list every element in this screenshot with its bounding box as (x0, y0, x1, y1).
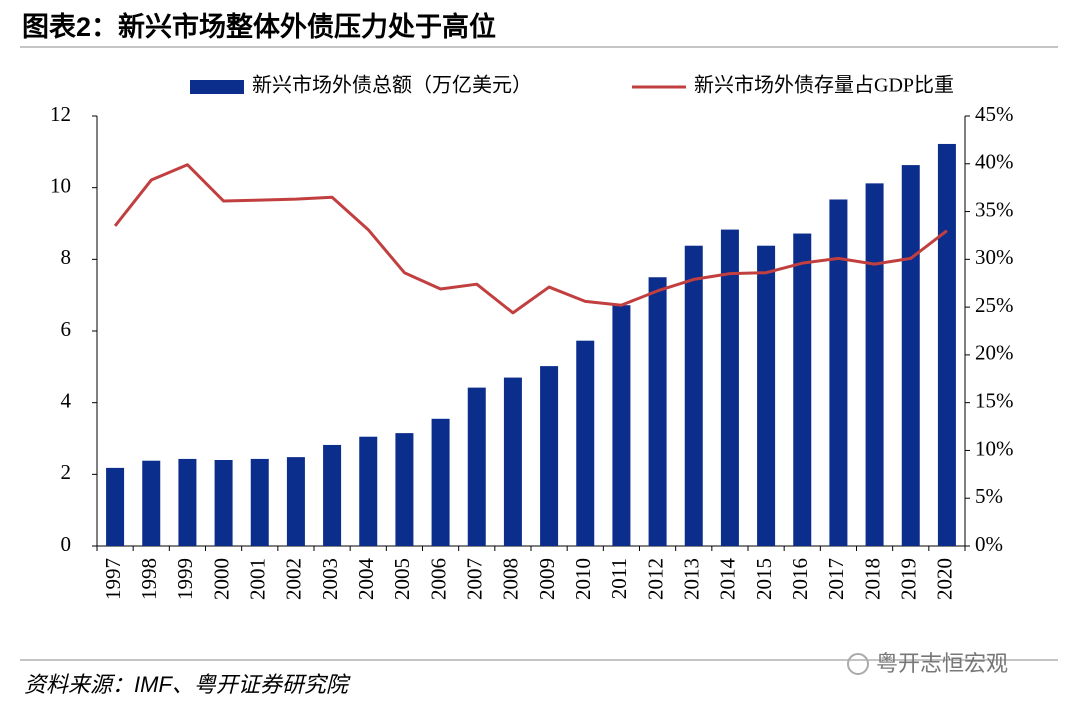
x-tick-label: 2019 (897, 558, 921, 600)
bar (214, 460, 233, 546)
y2-tick-label: 0% (975, 532, 1003, 556)
bar (612, 305, 631, 546)
x-tick-label: 2012 (643, 558, 667, 600)
bar (829, 199, 848, 546)
y-tick-label: 10 (50, 173, 71, 197)
bar (757, 245, 776, 546)
x-tick-label: 2013 (680, 558, 704, 600)
bar (720, 229, 739, 546)
y-tick-label: 0 (61, 532, 72, 556)
x-tick-label: 2018 (860, 558, 884, 600)
bar (395, 433, 414, 546)
x-tick-label: 2017 (824, 558, 848, 600)
x-tick-label: 2006 (426, 558, 450, 600)
x-tick-label: 2008 (499, 558, 523, 600)
bar (901, 165, 920, 546)
x-tick-label: 2001 (246, 558, 270, 600)
legend-label: 新兴市场外债存量占GDP比重 (694, 74, 954, 97)
y2-tick-label: 25% (975, 293, 1014, 317)
bar (576, 340, 595, 546)
line (113, 163, 948, 315)
source-note: 资料来源：IMF、粤开证券研究院 (24, 672, 351, 697)
bar (286, 457, 305, 546)
bar (793, 233, 812, 547)
bar (467, 387, 486, 546)
y2-tick-label: 10% (975, 436, 1014, 460)
x-tick-label: 2015 (752, 558, 776, 600)
x-tick-label: 2005 (390, 558, 414, 600)
y-tick-label: 6 (61, 317, 72, 341)
bar (431, 418, 450, 546)
legend-swatch (190, 80, 244, 94)
y2-tick-label: 30% (975, 245, 1014, 269)
y-tick-label: 4 (61, 388, 72, 412)
y2-tick-label: 40% (975, 150, 1014, 174)
bar (540, 366, 559, 546)
bar (648, 277, 667, 546)
x-tick-label: 2009 (535, 558, 559, 600)
x-tick-label: 2004 (354, 558, 378, 601)
x-tick-label: 2010 (571, 558, 595, 600)
y2-tick-label: 15% (975, 388, 1014, 412)
bar (250, 458, 269, 546)
bar (359, 436, 378, 546)
x-tick-label: 2002 (282, 558, 306, 600)
legend-label: 新兴市场外债总额（万亿美元） (252, 74, 532, 97)
watermark: 粤开志恒宏观 (876, 651, 1008, 676)
chart-title: 图表2：新兴市场整体外债压力处于高位 (22, 11, 496, 42)
y2-tick-label: 45% (975, 102, 1014, 126)
x-tick-label: 2000 (209, 558, 233, 600)
x-tick-label: 2011 (607, 558, 631, 599)
x-tick-label: 2003 (318, 558, 342, 600)
y2-tick-label: 5% (975, 484, 1003, 508)
x-tick-label: 2014 (716, 558, 740, 601)
x-tick-label: 2007 (463, 558, 487, 600)
x-tick-label: 1997 (101, 558, 125, 600)
bar (684, 245, 703, 546)
bar (323, 444, 342, 546)
bar (865, 183, 884, 546)
bar (106, 467, 125, 546)
y-tick-label: 12 (50, 102, 71, 126)
bar (503, 377, 522, 546)
bar (142, 460, 161, 546)
watermark-icon (847, 653, 869, 675)
x-tick-label: 1998 (137, 558, 161, 600)
y-tick-label: 8 (61, 245, 72, 269)
x-tick-label: 1999 (173, 558, 197, 600)
bar (937, 143, 956, 546)
x-tick-label: 2016 (788, 558, 812, 600)
x-tick-label: 2020 (933, 558, 957, 600)
y2-tick-label: 35% (975, 197, 1014, 221)
y-tick-label: 2 (61, 460, 72, 484)
y2-tick-label: 20% (975, 341, 1014, 365)
bar (178, 458, 197, 546)
